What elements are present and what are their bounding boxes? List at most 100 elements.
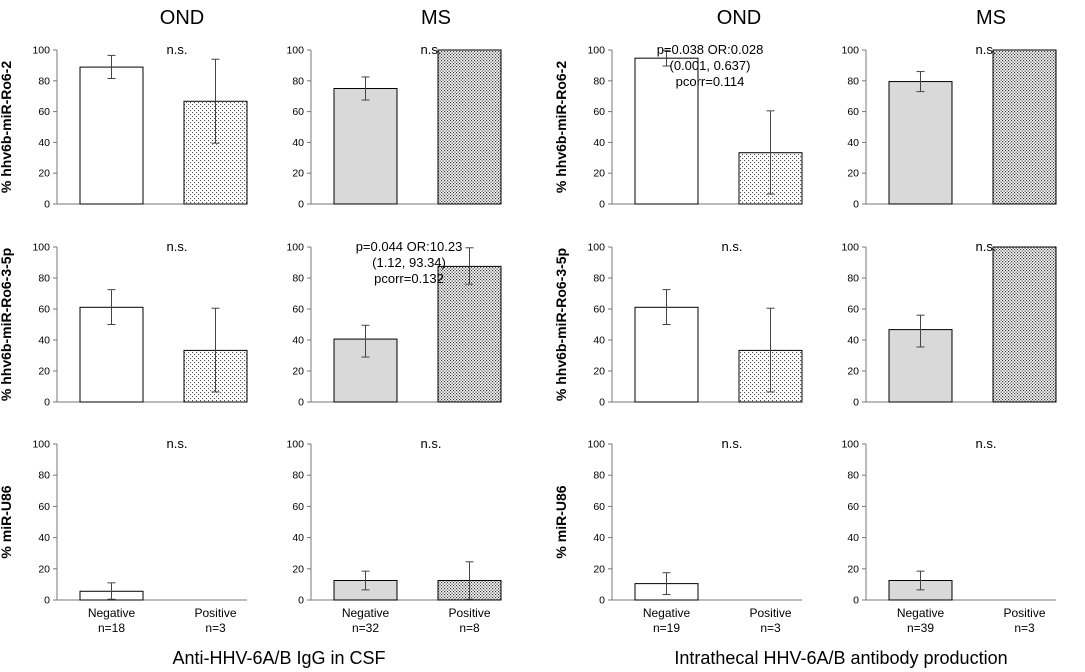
y-tick-label: 100 (841, 45, 859, 57)
y-tick-label: 40 (593, 335, 605, 347)
y-tick-label: 40 (847, 335, 859, 347)
sample-size-label: n=8 (459, 621, 480, 635)
sample-size-label: n=18 (98, 621, 125, 635)
y-tick-label: 60 (38, 304, 50, 316)
annotation-line-2: pcorr=0.114 (676, 74, 745, 89)
row-label-2-col-2: % miR-U86 (553, 485, 569, 558)
y-tick-label: 100 (32, 242, 50, 254)
y-tick-label: 80 (38, 273, 50, 285)
y-tick-label: 20 (593, 563, 605, 575)
group-title-0: OND (160, 7, 204, 29)
y-tick-label: 60 (593, 501, 605, 513)
y-tick-label: 40 (847, 137, 859, 149)
y-tick-label: 40 (593, 532, 605, 544)
y-tick-label: 20 (38, 168, 50, 180)
panel-r1-c2: 0 20 40 60 80 100 n.s. (587, 239, 803, 409)
annotation: n.s. (167, 42, 188, 57)
y-tick-label: 40 (38, 137, 50, 149)
section-label-1: Intrathecal HHV-6A/B antibody production (674, 648, 1007, 668)
y-tick-label: 80 (292, 75, 304, 87)
y-tick-label: 20 (593, 168, 605, 180)
category-label: Negative (342, 606, 390, 620)
bar-positive (437, 49, 502, 205)
annotation-line-1: (1.12, 93.34) (372, 255, 446, 270)
y-tick-label: 0 (298, 397, 304, 409)
y-tick-label: 80 (38, 75, 50, 87)
y-tick-label: 80 (292, 273, 304, 285)
y-tick-label: 20 (847, 168, 859, 180)
category-label: Positive (1003, 606, 1045, 620)
group-title-1: MS (421, 7, 451, 29)
y-tick-label: 60 (292, 106, 304, 118)
y-tick-label: 100 (286, 45, 304, 57)
y-tick-label: 0 (44, 199, 50, 211)
annotation: n.s. (167, 239, 188, 254)
y-tick-label: 80 (593, 273, 605, 285)
panel-r1-c0: 0 20 40 60 80 100 n.s. (32, 239, 248, 409)
annotation: n.s. (421, 436, 442, 451)
y-tick-label: 20 (38, 563, 50, 575)
y-tick-label: 60 (292, 304, 304, 316)
y-tick-label: 40 (593, 137, 605, 149)
y-tick-label: 80 (847, 470, 859, 482)
panel-r1-c1: 0 20 40 60 80 100 p=0.044 OR:10.23(1.12, 93.34… (286, 239, 502, 409)
group-title-2: OND (717, 7, 761, 29)
y-tick-label: 20 (847, 366, 859, 378)
y-tick-label: 60 (847, 106, 859, 118)
y-tick-label: 20 (292, 366, 304, 378)
annotation-line-1: (0.001, 0.637) (670, 58, 751, 73)
y-tick-label: 20 (847, 563, 859, 575)
y-tick-label: 100 (32, 439, 50, 451)
sample-size-label: n=32 (352, 621, 379, 635)
y-tick-label: 80 (292, 470, 304, 482)
y-tick-label: 60 (593, 106, 605, 118)
panel-r0-c3: 0 20 40 60 80 100 n.s. (841, 42, 1057, 211)
panel-r0-c1: 0 20 40 60 80 100 n.s. (286, 42, 502, 211)
row-label-0-col-0: % hhv6b-miR-Ro6-2 (0, 61, 14, 193)
y-tick-label: 60 (593, 304, 605, 316)
y-tick-label: 20 (593, 366, 605, 378)
annotation-line-2: pcorr=0.132 (374, 271, 444, 286)
category-label: Positive (448, 606, 490, 620)
y-tick-label: 100 (587, 439, 605, 451)
category-label: Positive (194, 606, 236, 620)
y-tick-label: 80 (593, 470, 605, 482)
category-label: Negative (897, 606, 945, 620)
category-label: Positive (749, 606, 791, 620)
bar-positive (437, 265, 502, 403)
bar-negative (888, 81, 953, 205)
annotation-line-0: p=0.038 OR:0.028 (657, 42, 764, 57)
group-title-3: MS (976, 7, 1006, 29)
annotation: n.s. (722, 436, 743, 451)
y-tick-label: 40 (847, 532, 859, 544)
bar-negative (333, 88, 398, 205)
bar-negative (79, 66, 144, 205)
y-tick-label: 60 (38, 501, 50, 513)
y-tick-label: 40 (292, 137, 304, 149)
y-tick-label: 0 (853, 595, 859, 607)
y-tick-label: 0 (599, 199, 605, 211)
y-tick-label: 20 (292, 168, 304, 180)
annotation-line-0: p=0.044 OR:10.23 (356, 239, 463, 254)
y-tick-label: 0 (44, 397, 50, 409)
y-tick-label: 100 (32, 45, 50, 57)
y-tick-label: 80 (847, 273, 859, 285)
row-label-1-col-0: % hhv6b-miR-Ro6-3-5p (0, 248, 14, 401)
y-tick-label: 60 (847, 501, 859, 513)
y-tick-label: 0 (853, 199, 859, 211)
bar-negative (634, 57, 699, 205)
y-tick-label: 100 (841, 242, 859, 254)
y-tick-label: 40 (38, 335, 50, 347)
panel-r0-c2: 0 20 40 60 80 100 p=0.038 OR:0.028(0.001, 0.63… (587, 42, 803, 211)
y-tick-label: 40 (38, 532, 50, 544)
bar-positive (992, 246, 1057, 403)
y-tick-label: 100 (286, 439, 304, 451)
section-label-0: Anti-HHV-6A/B IgG in CSF (172, 648, 385, 668)
sample-size-label: n=39 (907, 621, 934, 635)
annotation: n.s. (976, 42, 997, 57)
